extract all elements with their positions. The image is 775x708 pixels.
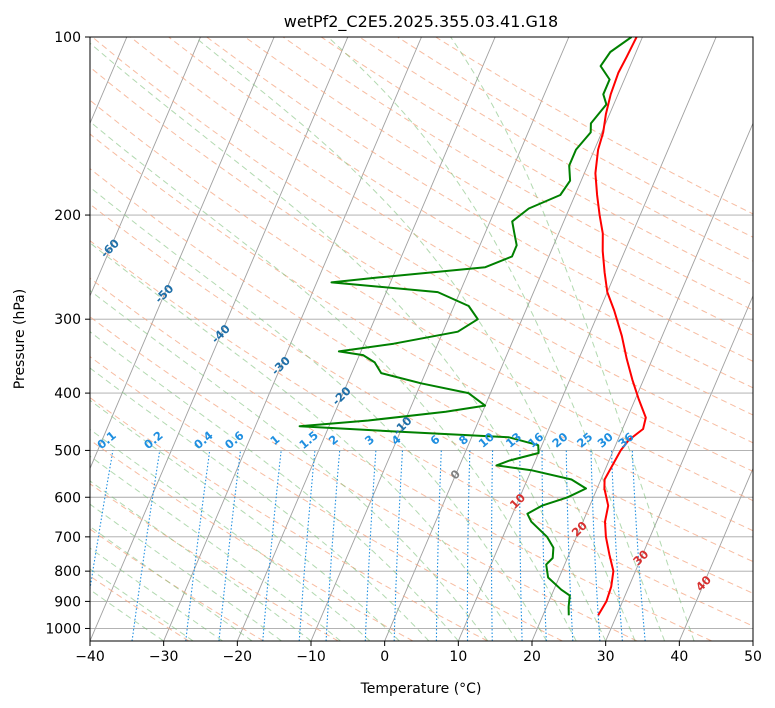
x-tick-label: 0: [380, 649, 389, 665]
isotherm-line: [531, 122, 753, 641]
y-tick-label: 300: [54, 312, 81, 328]
moist-adiabat-line: [90, 331, 459, 641]
x-tick-label: 30: [597, 649, 615, 665]
y-tick-label: 600: [54, 490, 81, 506]
mixing-ratio-line: [519, 450, 523, 641]
dry-adiabat-line: [130, 37, 753, 416]
y-tick-label: 500: [54, 443, 81, 459]
moist-adiabat-line: [90, 568, 194, 641]
plot-frame: [89, 36, 754, 642]
y-tick-label: 700: [54, 530, 81, 546]
moist-adiabat-line: [90, 589, 164, 641]
isotherm-line: [678, 467, 753, 641]
dry-adiabat-line: [168, 37, 753, 389]
x-tick-label: 10: [449, 649, 467, 665]
dry-adiabat-line: [90, 356, 563, 641]
moist-adiabat-line: [90, 121, 577, 641]
isotherm-line: [90, 37, 275, 470]
mixing-ratio-line: [466, 450, 471, 641]
dry-adiabat-line: [90, 528, 264, 641]
dry-adiabat-line: [90, 203, 753, 594]
mixing-ratio-line: [490, 450, 494, 641]
dry-adiabat-line: [90, 240, 753, 627]
chart-title: wetPf2_C2E5.2025.355.03.41.G18: [284, 12, 558, 32]
moist-adiabat-line: [90, 455, 341, 641]
moist-adiabat-line: [90, 242, 518, 641]
y-tick-label: 900: [54, 594, 81, 610]
x-tick-label: −30: [149, 649, 179, 665]
moist-adiabat-line: [90, 42, 607, 641]
y-tick-label: 800: [54, 564, 81, 580]
moist-adiabat-line: [90, 428, 371, 641]
dry-adiabat-line: [90, 168, 753, 563]
moist-adiabat-line: [327, 37, 666, 641]
moist-adiabat-line: [90, 547, 223, 641]
mixing-ratio-line: [435, 450, 442, 641]
moist-adiabat-line: [194, 37, 636, 641]
mixing-ratio-line: [325, 450, 341, 641]
isotherm-line: [90, 37, 201, 298]
isotherm-line: [90, 37, 349, 641]
moist-adiabat-line: [450, 37, 695, 641]
mixing-ratio-line: [298, 450, 316, 641]
mixing-ratio-line: [610, 450, 623, 641]
isotherm-line: [236, 37, 496, 641]
mixing-ratio-line: [393, 450, 404, 641]
x-tick-label: −40: [75, 649, 105, 665]
y-tick-label: 100: [54, 30, 81, 46]
dry-adiabat-line: [282, 37, 753, 311]
mixing-ratio-line: [541, 450, 547, 641]
mixing-ratio-line: [590, 450, 601, 641]
moist-adiabat-line: [90, 399, 400, 641]
moist-adiabat-line: [90, 525, 253, 641]
y-axis-label: Pressure (hPa): [12, 289, 28, 389]
temperature-profile-line: [594, 37, 647, 616]
axes: −40 −30 −20 −10 0 10 20 30 40 50 100 200 300 400 500 60…: [45, 30, 762, 665]
isotherm-line: [457, 37, 717, 641]
moist-adiabat-line: [90, 289, 489, 641]
x-axis-label: Temperature (°C): [360, 681, 482, 697]
y-tick-label: 200: [54, 208, 81, 224]
mixing-ratio-line: [565, 450, 574, 641]
x-tick-label: 20: [523, 649, 541, 665]
dewpoint-profile-line: [298, 37, 633, 616]
moist-adiabat-line: [90, 480, 312, 641]
x-tick-label: −20: [223, 649, 253, 665]
isotherm-line: [605, 294, 753, 641]
dry-adiabat-line: [90, 133, 753, 532]
dry-adiabat-line: [91, 37, 753, 444]
x-tick-label: 50: [744, 649, 762, 665]
x-tick-label: 40: [670, 649, 688, 665]
plot-area: 0.10.20.40.611.52346810131620253036-100-…: [90, 37, 753, 641]
mixing-ratio-line: [218, 450, 242, 641]
isotherm-line: [384, 37, 643, 641]
mixing-ratio-line: [185, 450, 211, 641]
mixing-ratio-line: [364, 450, 377, 641]
isotherm-line: [163, 37, 422, 641]
mixing-ratio-line: [631, 450, 646, 641]
dry-adiabat-line: [90, 277, 712, 641]
y-tick-label: 1000: [45, 621, 81, 637]
mixing-ratio-line: [262, 450, 282, 641]
dry-adiabat-line: [244, 37, 753, 336]
y-tick-label: 400: [54, 386, 81, 402]
x-tick-label: −10: [296, 649, 326, 665]
